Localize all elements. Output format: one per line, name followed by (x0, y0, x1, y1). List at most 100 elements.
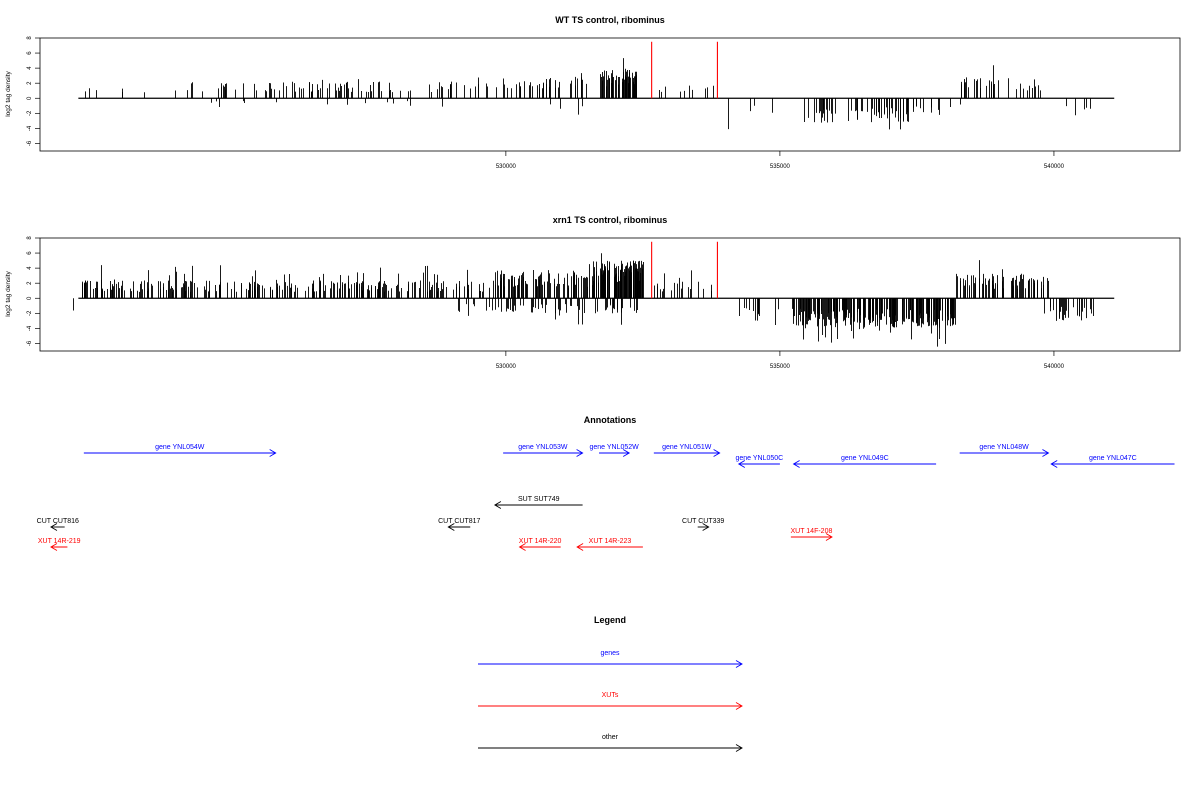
annotation-label: XUT 14R-220 (519, 538, 562, 545)
annotation-arrow-head (1042, 449, 1050, 457)
wt-panel: WT TS control, ribominus log2 tag densit… (5, 15, 1181, 170)
annotation-feature: CUT CUT339 (682, 518, 724, 531)
xrn1-plot-frame (39, 237, 1181, 352)
annotation-feature: XUT 14R-220 (518, 538, 562, 551)
wt-y-tick-label: 0 (27, 96, 33, 100)
annotation-arrow-head (792, 460, 800, 468)
wt-y-tick-label: -4 (27, 125, 33, 131)
xrn1-highlight-lines (651, 241, 718, 299)
annotation-arrow-head (825, 533, 833, 541)
xrn1-panel: xrn1 TS control, ribominus log2 tag dens… (5, 215, 1181, 370)
annotation-feature: gene YNL051W (653, 444, 721, 457)
xrn1-bars (73, 253, 1094, 347)
annotation-label: gene YNL053W (518, 444, 568, 451)
xrn1-y-tick-label: -6 (27, 340, 33, 346)
xrn1-y-axis: 8 6 4 2 0 -2 -4 -6 (27, 236, 40, 346)
xrn1-x-tick-label: 535000 (770, 364, 791, 370)
annotation-arrow-head (737, 460, 746, 468)
wt-x-tick-label: 540000 (1044, 164, 1065, 170)
xrn1-x-tick-label: 540000 (1044, 364, 1065, 370)
wt-y-tick-label: -6 (27, 140, 33, 146)
annotation-arrow-head (269, 449, 277, 457)
annotation-feature: gene YNL050C (735, 455, 783, 468)
annotation-feature: gene YNL049C (792, 455, 937, 468)
annotation-label: CUT CUT339 (682, 518, 724, 525)
annotation-arrow-head (576, 449, 584, 457)
annotation-label: gene YNL052W (589, 444, 639, 451)
legend-entries: genes XUTs other (478, 650, 743, 752)
annotation-feature: gene YNL048W (959, 444, 1050, 457)
annotation-label: gene YNL050C (735, 455, 783, 462)
annotation-label: gene YNL049C (841, 455, 889, 462)
annotation-feature: XUT 14R-219 (38, 538, 81, 551)
annotation-feature: gene YNL047C (1050, 455, 1175, 468)
xrn1-y-tick-label: 6 (27, 251, 33, 255)
wt-x-tick-label: 530000 (496, 164, 517, 170)
legend-title: Legend (594, 615, 626, 625)
legend-label: genes (600, 650, 620, 657)
annotation-arrow-head (518, 543, 526, 551)
annotation-arrow-head (447, 523, 455, 531)
xrn1-y-tick-label: 0 (27, 296, 33, 300)
legend-entry: XUTs (478, 692, 743, 710)
xrn1-y-tick-label: 8 (27, 236, 33, 240)
legend-arrow-head (735, 660, 743, 668)
annotation-label: gene YNL048W (979, 444, 1029, 451)
xrn1-y-tick-label: 4 (27, 266, 33, 270)
legend-entry: other (478, 734, 743, 752)
legend-label: XUTs (602, 692, 619, 699)
annotation-feature: CUT CUT816 (37, 518, 79, 531)
legend: Legend genes XUTs other (478, 615, 743, 752)
annotation-feature: gene YNL054W (83, 444, 277, 457)
wt-y-tick-label: 6 (27, 51, 33, 55)
wt-plot-frame (39, 37, 1181, 152)
annotation-feature: CUT CUT817 (438, 518, 481, 531)
annotation-arrow-head (494, 501, 502, 509)
wt-bars (85, 58, 1091, 130)
wt-x-tick-label: 535000 (770, 164, 791, 170)
annotation-feature: XUT 14F-208 (790, 528, 833, 541)
wt-y-axis: 8 6 4 2 0 -2 -4 -6 (27, 36, 40, 146)
legend-arrow-head (735, 744, 743, 752)
annotation-label: XUT 14R-219 (38, 538, 81, 545)
annotation-arrow-head (713, 449, 721, 457)
xrn1-x-axis: 530000 535000 540000 (496, 351, 1065, 370)
annotation-label: gene YNL047C (1089, 455, 1137, 462)
wt-highlight-lines (651, 41, 718, 99)
annotation-arrow-head (576, 543, 584, 551)
annotation-feature: gene YNL053W (503, 444, 584, 457)
wt-y-tick-label: -2 (27, 110, 33, 116)
wt-y-tick-label: 2 (27, 81, 33, 85)
annotation-label: gene YNL051W (662, 444, 712, 451)
annotation-label: SUT SUT749 (518, 496, 560, 503)
xrn1-y-axis-label: log2 tag density (5, 270, 12, 316)
annotation-arrow-head (50, 523, 58, 531)
annotation-feature: gene YNL052W (589, 444, 639, 457)
wt-x-axis: 530000 535000 540000 (496, 151, 1065, 170)
xrn1-x-tick-label: 530000 (496, 364, 517, 370)
annotation-features: gene YNL054W gene YNL053W gene YNL052W gene… (37, 444, 1175, 551)
annotation-label: XUT 14F-208 (790, 528, 832, 535)
annotation-feature: SUT SUT749 (494, 496, 583, 509)
annotation-arrow-head (622, 449, 631, 457)
annotation-arrow-head (50, 543, 58, 551)
legend-arrow-head (735, 702, 743, 710)
annotation-arrow-head (702, 523, 710, 531)
annotation-label: gene YNL054W (155, 444, 205, 451)
legend-entry: genes (478, 650, 743, 668)
wt-panel-title: WT TS control, ribominus (555, 15, 665, 25)
annotation-label: CUT CUT817 (438, 518, 480, 525)
annotation-label: XUT 14R-223 (589, 538, 632, 545)
xrn1-panel-title: xrn1 TS control, ribominus (553, 215, 668, 225)
xrn1-y-tick-label: 2 (27, 281, 33, 285)
wt-y-axis-label: log2 tag density (5, 70, 12, 116)
legend-label: other (602, 734, 619, 741)
annotation-feature: XUT 14R-223 (576, 538, 643, 551)
wt-y-tick-label: 4 (27, 66, 33, 70)
annotations-track: Annotations gene YNL054W gene YNL053W gene… (37, 415, 1175, 551)
annotation-label: CUT CUT816 (37, 518, 79, 525)
annotation-arrow-head (1050, 460, 1058, 468)
annotations-title: Annotations (584, 415, 637, 425)
wt-y-tick-label: 8 (27, 36, 33, 40)
